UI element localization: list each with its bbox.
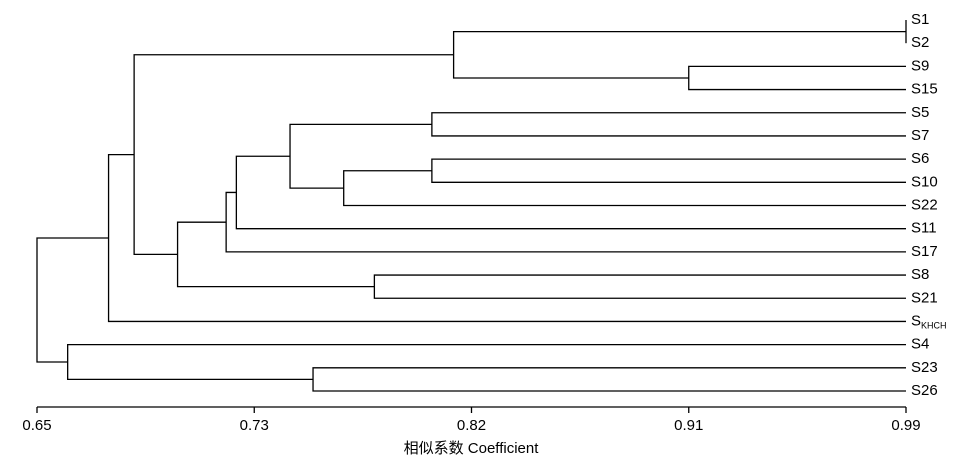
dendrogram-link (133, 54, 454, 256)
leaf-label-text: S4 (911, 336, 929, 353)
leaf-label-text: S21 (911, 289, 938, 306)
leaf-label: S15 (911, 81, 938, 98)
leaf-label: S1 (911, 11, 929, 28)
dendrogram-link (343, 170, 906, 207)
leaf-label-text: S17 (911, 243, 938, 260)
leaf-label-subscript: KHCH (921, 321, 947, 331)
leaf-label: S8 (911, 266, 929, 283)
x-tick-label: 0.73 (240, 417, 269, 434)
dendrogram-link (67, 343, 906, 381)
leaf-label-text: S7 (911, 127, 929, 144)
dendrogram-link (688, 65, 906, 91)
leaf-label: S7 (911, 127, 929, 144)
leaf-label-text: S (911, 312, 921, 329)
dendrogram-link (289, 123, 432, 189)
x-tick-label: 0.65 (22, 417, 51, 434)
leaf-label: S17 (911, 243, 938, 260)
leaf-label-text: S11 (911, 220, 937, 237)
dendrogram-link (452, 30, 906, 79)
leaf-label-text: S8 (911, 266, 929, 283)
dendrogram-link (431, 158, 906, 183)
leaf-label: S11 (911, 220, 937, 237)
dendrogram-link (225, 191, 906, 253)
leaf-label: S6 (911, 150, 929, 167)
dendrogram-link (373, 274, 906, 299)
leaf-label-text: S26 (911, 382, 938, 399)
leaf-label: SKHCH (911, 312, 947, 330)
x-axis-label: 相似系数 Coefficient (404, 440, 540, 457)
leaf-label: S9 (911, 57, 929, 74)
leaf-label-text: S1 (911, 11, 929, 28)
leaf-label: S23 (911, 359, 938, 376)
leaf-label: S2 (911, 34, 929, 51)
leaf-label: S22 (911, 196, 938, 213)
leaf-label-text: S10 (911, 173, 938, 190)
x-tick-label: 0.99 (891, 417, 920, 434)
leaf-label-text: S5 (911, 104, 929, 121)
dendrogram-link (431, 112, 906, 137)
leaf-label-text: S9 (911, 57, 929, 74)
dendrogram-link (312, 367, 906, 392)
dendrogram-link (107, 153, 906, 323)
leaf-label: S26 (911, 382, 938, 399)
leaf-label-text: S2 (911, 34, 929, 51)
dendrogram-link (176, 221, 375, 288)
leaf-label: S5 (911, 104, 929, 121)
leaf-label-text: S23 (911, 359, 938, 376)
dendrogram-link (36, 237, 109, 363)
leaf-label-text: S22 (911, 196, 938, 213)
leaf-label-text: S6 (911, 150, 929, 167)
x-tick-label: 0.82 (457, 417, 486, 434)
dendrogram-link (235, 155, 906, 230)
leaf-label: S4 (911, 336, 929, 353)
x-tick-label: 0.91 (674, 417, 703, 434)
leaf-label-text: S15 (911, 81, 938, 98)
leaf-label: S21 (911, 289, 938, 306)
leaf-label: S10 (911, 173, 938, 190)
